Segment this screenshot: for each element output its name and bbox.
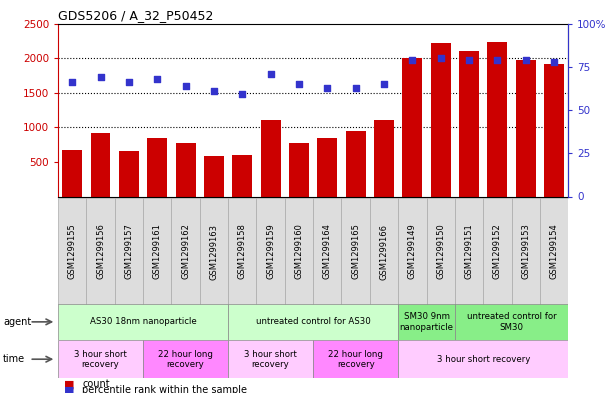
Text: untreated control for AS30: untreated control for AS30 [256,318,370,326]
Text: 3 hour short
recovery: 3 hour short recovery [74,349,127,369]
Text: GSM1299157: GSM1299157 [125,224,133,279]
Bar [115,198,143,305]
Point [436,55,445,61]
Text: GSM1299165: GSM1299165 [351,224,360,279]
Text: GSM1299166: GSM1299166 [379,224,389,279]
Point [379,81,389,87]
Point [464,57,474,63]
Bar [228,304,398,340]
Point [294,81,304,87]
Point [67,79,77,86]
Bar [90,133,111,196]
Text: GSM1299153: GSM1299153 [521,224,530,279]
Bar [257,198,285,305]
Point [152,76,162,82]
Text: GSM1299159: GSM1299159 [266,224,275,279]
Bar [204,156,224,196]
Text: GSM1299154: GSM1299154 [549,224,558,279]
Bar [86,198,115,305]
Point [124,79,134,86]
Bar [455,198,483,305]
Bar [143,198,172,305]
Bar [398,304,455,340]
Text: GSM1299160: GSM1299160 [295,224,304,279]
Bar [228,340,313,378]
Bar [346,132,365,196]
Bar [176,143,196,196]
Text: GDS5206 / A_32_P50452: GDS5206 / A_32_P50452 [58,9,213,22]
Text: GSM1299151: GSM1299151 [464,224,474,279]
Bar [488,42,507,196]
Text: GSM1299162: GSM1299162 [181,224,190,279]
Point [492,57,502,63]
Bar [455,304,568,340]
Point [351,84,360,91]
Bar [119,151,139,196]
Text: GSM1299163: GSM1299163 [210,224,219,279]
Text: agent: agent [3,317,31,327]
Text: untreated control for
SM30: untreated control for SM30 [467,312,557,332]
Bar [540,198,568,305]
Bar [398,340,568,378]
Bar [516,60,536,196]
Bar [143,340,228,378]
Text: GSM1299155: GSM1299155 [68,224,77,279]
Bar [147,138,167,196]
Text: GSM1299156: GSM1299156 [96,224,105,279]
Bar [58,198,86,305]
Bar [232,155,252,196]
Text: 3 hour short
recovery: 3 hour short recovery [244,349,297,369]
Bar [172,198,200,305]
Bar [459,51,479,196]
Point [549,59,559,65]
Text: ■: ■ [64,379,75,389]
Text: 22 hour long
recovery: 22 hour long recovery [158,349,213,369]
Bar [313,198,342,305]
Text: AS30 18nm nanoparticle: AS30 18nm nanoparticle [90,318,197,326]
Bar [511,198,540,305]
Bar [398,198,426,305]
Text: GSM1299152: GSM1299152 [493,224,502,279]
Bar [228,198,257,305]
Bar [62,150,82,196]
Bar [200,198,228,305]
Text: SM30 9nm
nanoparticle: SM30 9nm nanoparticle [400,312,453,332]
Bar [370,198,398,305]
Bar [261,120,280,196]
Point [209,88,219,94]
Bar [58,340,143,378]
Bar [58,304,228,340]
Point [323,84,332,91]
Point [181,83,191,89]
Bar [374,120,394,196]
Text: GSM1299164: GSM1299164 [323,224,332,279]
Bar [313,340,398,378]
Text: GSM1299158: GSM1299158 [238,224,247,279]
Point [408,57,417,63]
Point [521,57,530,63]
Bar [289,143,309,196]
Bar [317,138,337,196]
Bar [342,198,370,305]
Text: 22 hour long
recovery: 22 hour long recovery [328,349,383,369]
Text: GSM1299149: GSM1299149 [408,224,417,279]
Text: GSM1299161: GSM1299161 [153,224,162,279]
Text: GSM1299150: GSM1299150 [436,224,445,279]
Point [266,71,276,77]
Text: time: time [3,354,25,364]
Text: ■: ■ [64,385,75,393]
Text: percentile rank within the sample: percentile rank within the sample [82,385,247,393]
Text: 3 hour short recovery: 3 hour short recovery [436,355,530,364]
Bar [403,58,422,196]
Bar [285,198,313,305]
Point [96,74,106,80]
Text: count: count [82,379,110,389]
Bar [426,198,455,305]
Point [238,91,247,97]
Bar [483,198,511,305]
Bar [544,64,564,196]
Bar [431,43,450,196]
